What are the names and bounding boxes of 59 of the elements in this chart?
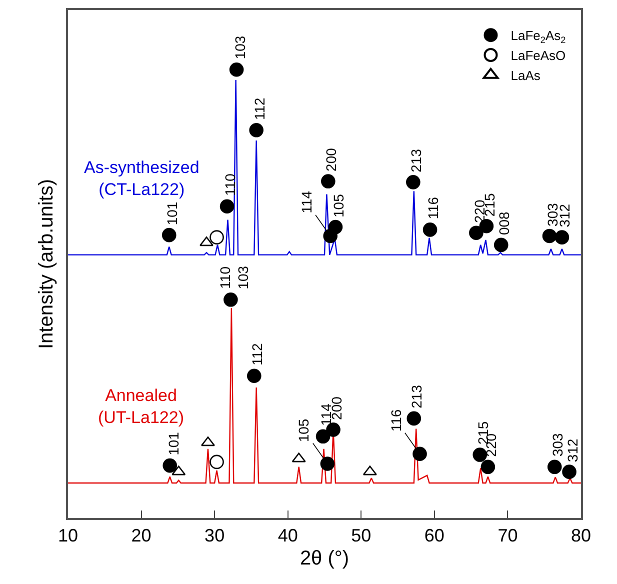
annotation: 114 (298, 190, 314, 214)
annotation: 008 (496, 211, 512, 236)
annotation: 116 (388, 409, 404, 432)
point (554, 230, 570, 244)
x-tick-label: 60 (424, 525, 444, 546)
point (562, 464, 576, 479)
x-tick-label: 50 (351, 525, 372, 546)
annotation: 110 (222, 173, 238, 196)
annotation: 303 (550, 432, 566, 457)
point (326, 422, 340, 437)
point (229, 62, 244, 77)
x-tick-label: 10 (58, 525, 78, 546)
point (249, 123, 264, 138)
y-axis-title: Intensity (arb.units) (35, 178, 58, 350)
annotation: 101 (165, 432, 182, 456)
point (412, 446, 427, 462)
point (220, 199, 234, 214)
annotation: 213 (408, 148, 424, 172)
point (210, 454, 224, 470)
point (406, 411, 422, 426)
point (320, 456, 335, 471)
annotation: 112 (248, 342, 265, 366)
x-tick-label: 20 (131, 525, 152, 546)
legend-label: LaFeAsO (510, 48, 566, 64)
annotation: 105 (296, 418, 312, 442)
annotation: 103 (232, 36, 248, 60)
legend-label: LaFe$_{2}$As$_{2}$ (510, 28, 566, 45)
point (328, 220, 343, 234)
series-label: Annealed (UT-La122) (98, 386, 184, 428)
annotation: 105 (330, 194, 346, 218)
point (494, 238, 508, 252)
point (542, 228, 557, 244)
annotation: 110 103 (217, 266, 252, 290)
annotation: 213 (408, 384, 424, 408)
point (162, 228, 176, 242)
point (162, 458, 178, 473)
x-tick-label: 80 (570, 525, 592, 546)
x-tick-label: 70 (498, 525, 518, 546)
point (406, 175, 420, 190)
x-tick-label: 40 (278, 525, 298, 546)
legend-label: LaAs (510, 68, 541, 83)
annotation: 116 (424, 196, 441, 220)
point (472, 448, 488, 462)
point (480, 460, 496, 474)
point (210, 230, 224, 244)
annotation: 112 (252, 97, 268, 120)
point (316, 429, 330, 444)
point (247, 368, 262, 384)
x-axis-title: 2θ (°) (300, 547, 350, 570)
point (469, 226, 484, 240)
annotation: 312 (564, 438, 580, 462)
point (422, 222, 438, 237)
point (224, 292, 238, 307)
point (321, 174, 336, 188)
point (547, 460, 562, 474)
x-tick-label: 30 (204, 525, 225, 546)
annotation: 200 (322, 148, 339, 172)
text: As-synthesized (CT-La122) (84, 158, 200, 200)
annotation: 101 (164, 202, 180, 226)
